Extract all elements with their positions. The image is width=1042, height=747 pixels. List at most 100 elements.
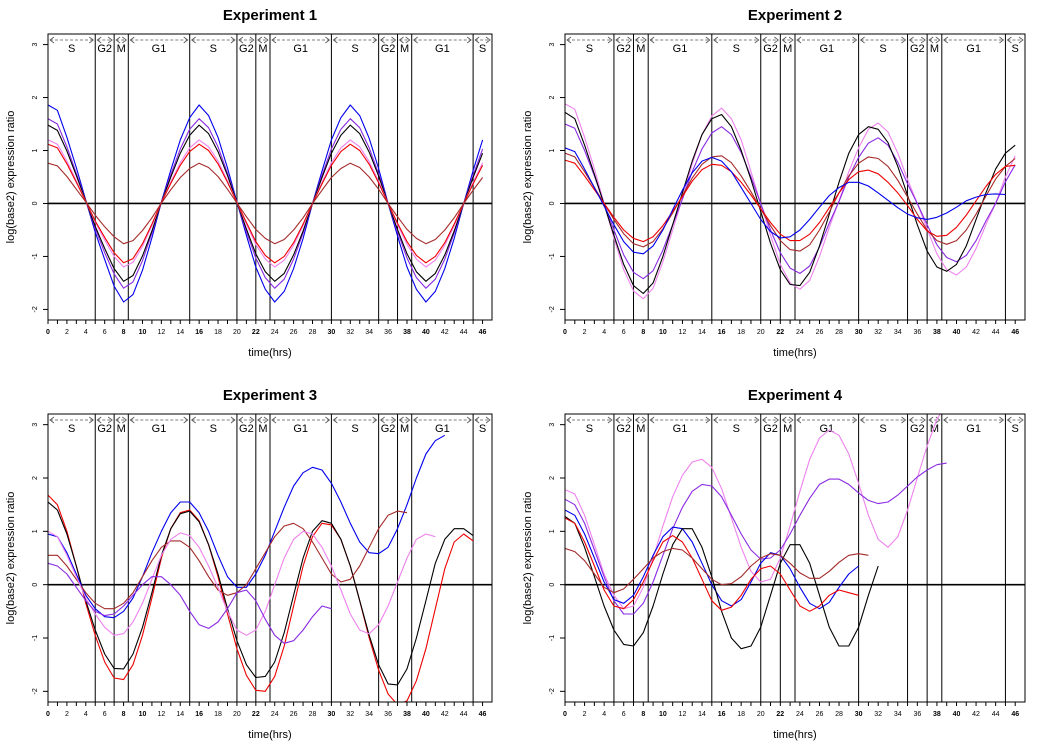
x-tick-label: 44 [460, 329, 468, 336]
y-tick-label: 3 [549, 423, 556, 427]
series-line-5 [565, 517, 859, 612]
phase-arrow-head [627, 416, 633, 424]
y-tick-label: 1 [32, 529, 39, 533]
phase-arrow-head [788, 36, 794, 44]
phase-arrow-head [634, 416, 640, 424]
phase-arrow-head [649, 416, 655, 424]
x-tick-label: 10 [659, 329, 667, 336]
y-tick-label: 0 [32, 583, 39, 587]
x-tick-label: 26 [290, 329, 298, 336]
phase-label: S [879, 43, 886, 55]
phase-label: M [400, 43, 409, 55]
phase-arrow-head [762, 36, 767, 44]
x-tick-label: 36 [913, 711, 921, 718]
phase-arrow-head [238, 416, 244, 424]
x-axis-label: time(hrs) [773, 729, 816, 741]
phase-arrow-head [928, 416, 934, 424]
phase-arrow-head [901, 416, 907, 424]
x-tick-label: 26 [816, 711, 824, 718]
phase-label: S [479, 423, 486, 435]
phase-arrow-head [999, 36, 1005, 44]
phase-label: S [879, 423, 886, 435]
x-tick-label: 18 [737, 711, 745, 718]
phase-label: G2 [910, 423, 925, 435]
phase-arrow-head [627, 36, 633, 44]
series-line-5 [48, 530, 436, 636]
phase-arrow-head [88, 416, 94, 424]
x-tick-label: 2 [65, 711, 69, 718]
x-tick-label: 24 [796, 329, 804, 336]
x-tick-label: 14 [698, 711, 706, 718]
series-line-2 [48, 118, 484, 289]
phase-label: G2 [763, 423, 778, 435]
x-tick-label: 12 [679, 711, 687, 718]
phase-arrow-head [466, 36, 472, 44]
series-line-3 [48, 124, 484, 282]
x-tick-label: 4 [602, 711, 606, 718]
phase-arrow-head [634, 36, 640, 44]
phase-arrow-head [705, 36, 711, 44]
x-tick-label: 10 [139, 329, 147, 336]
x-tick-label: 0 [46, 711, 50, 718]
x-tick-label: 24 [271, 329, 279, 336]
phase-arrow-head [325, 416, 331, 424]
y-axis-label: log(base2) expression ratio [5, 492, 17, 625]
phase-arrow-head [129, 36, 135, 44]
y-tick-label: 1 [32, 148, 39, 152]
series-line-3 [565, 509, 859, 610]
y-tick-label: 3 [32, 43, 39, 47]
series-line-3 [565, 111, 1016, 295]
phase-arrow-head [107, 36, 113, 44]
phase-label: M [930, 423, 939, 435]
x-tick-label: 22 [776, 711, 784, 718]
x-tick-label: 18 [214, 711, 222, 718]
phase-arrow-head [271, 36, 277, 44]
series-line-2 [48, 501, 474, 686]
x-tick-label: 16 [195, 329, 203, 336]
x-tick-label: 26 [816, 329, 824, 336]
x-tick-label: 38 [403, 329, 411, 336]
phase-arrow-head [774, 36, 779, 44]
x-tick-label: 20 [233, 711, 241, 718]
y-tick-label: 2 [549, 476, 556, 480]
y-tick-label: 2 [32, 476, 39, 480]
phase-label: G1 [673, 43, 688, 55]
phase-label: M [400, 423, 409, 435]
x-tick-label: 4 [84, 711, 88, 718]
phase-arrow-head [398, 36, 404, 44]
x-tick-label: 22 [252, 711, 260, 718]
x-tick-label: 4 [84, 329, 88, 336]
x-tick-label: 0 [563, 711, 567, 718]
x-tick-label: 6 [103, 711, 107, 718]
phase-arrow-head [379, 416, 385, 424]
phase-label: S [351, 423, 358, 435]
series-line-4 [48, 139, 484, 268]
phase-arrow-head [852, 416, 858, 424]
series-line-5 [48, 143, 484, 264]
x-tick-label: 42 [972, 329, 980, 336]
phase-label: G1 [966, 43, 981, 55]
x-tick-label: 18 [737, 329, 745, 336]
phase-arrow-head [257, 36, 263, 44]
phase-label: G2 [97, 43, 112, 55]
phase-arrow-head [859, 416, 865, 424]
phase-arrow-head [391, 416, 397, 424]
phase-label: S [68, 423, 75, 435]
phase-arrow-head [796, 416, 802, 424]
x-tick-label: 14 [176, 711, 184, 718]
x-tick-label: 28 [835, 711, 843, 718]
phase-label: G1 [152, 43, 167, 55]
phase-arrow-head [183, 416, 189, 424]
phase-label: G2 [616, 423, 631, 435]
chart-title: Experiment 1 [223, 7, 317, 24]
x-tick-label: 8 [641, 711, 645, 718]
phase-arrow-head [372, 36, 378, 44]
phase-arrow-head [943, 36, 949, 44]
phase-arrow-head [230, 416, 236, 424]
phase-arrow-head [249, 416, 255, 424]
phase-arrow-head [398, 416, 404, 424]
phase-label: S [1012, 423, 1019, 435]
x-tick-label: 30 [328, 329, 336, 336]
y-tick-label: -2 [549, 688, 556, 694]
x-tick-label: 12 [679, 329, 687, 336]
